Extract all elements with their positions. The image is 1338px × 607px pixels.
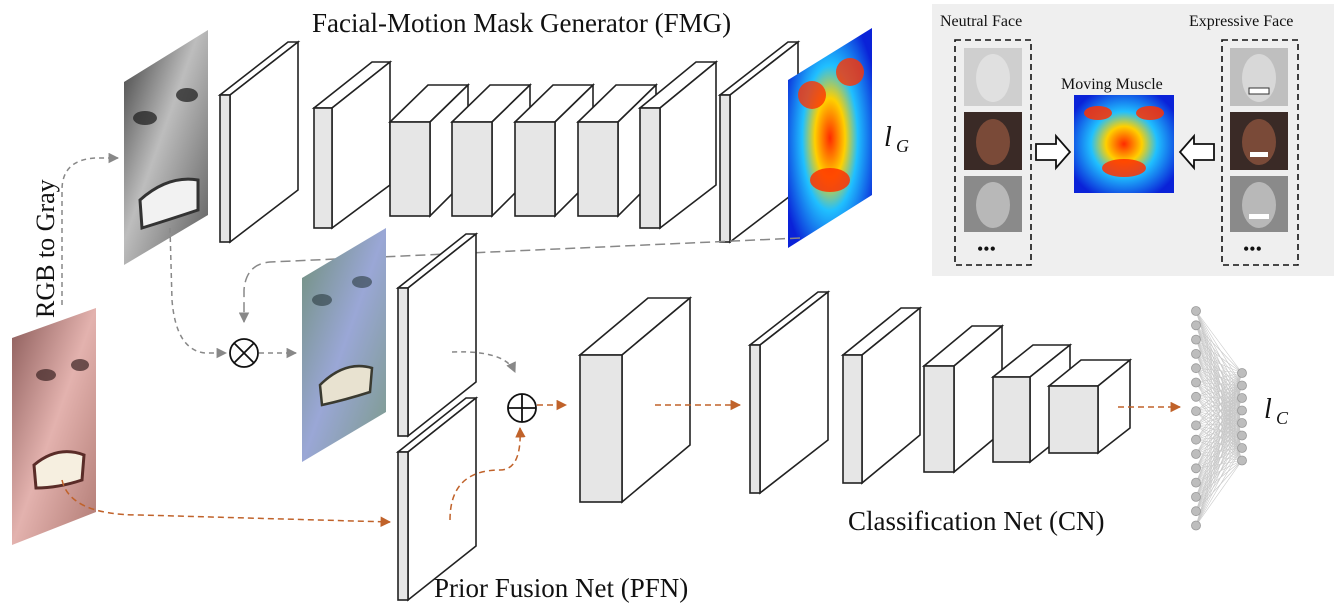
svg-text:l: l bbox=[1264, 394, 1272, 425]
arrow-pfn-lower-to-add bbox=[449, 426, 526, 521]
fc-node bbox=[1191, 377, 1201, 388]
inset-panel: Neutral Face Expressive Face Moving Musc… bbox=[932, 4, 1334, 276]
expressive-ellipsis: ••• bbox=[1243, 239, 1262, 259]
fully-connected-layer bbox=[1191, 306, 1247, 531]
fmg-heatmap-output bbox=[788, 28, 872, 248]
fc-edges bbox=[1195, 310, 1243, 526]
fc-node bbox=[1191, 306, 1201, 316]
fc-node bbox=[1191, 363, 1201, 374]
arrow-rgb-to-pfn bbox=[61, 479, 392, 527]
fc-node bbox=[1237, 380, 1247, 391]
fc-node bbox=[1191, 477, 1201, 488]
cn-layer-4 bbox=[921, 324, 1005, 474]
fc-node bbox=[1237, 405, 1247, 416]
fc-node bbox=[1237, 393, 1247, 403]
add-operator bbox=[507, 393, 537, 423]
svg-text:C: C bbox=[1276, 408, 1289, 428]
cn-layers bbox=[577, 290, 1133, 504]
fc-node bbox=[1237, 443, 1247, 453]
masked-face bbox=[302, 228, 386, 462]
expressive-face-label: Expressive Face bbox=[1189, 13, 1293, 30]
fmg-layer-7 bbox=[637, 60, 719, 230]
fc-node bbox=[1191, 434, 1201, 445]
multiply-operator bbox=[229, 338, 259, 368]
cn-layer-3 bbox=[840, 306, 923, 485]
arrow-rgb-to-gray bbox=[61, 152, 120, 305]
expressive-face-1 bbox=[1230, 48, 1288, 106]
cn-layer-6 bbox=[1046, 358, 1133, 455]
fc-node bbox=[1191, 320, 1201, 331]
svg-text:l: l bbox=[884, 122, 892, 153]
moving-muscle-heatmap bbox=[1074, 95, 1174, 193]
arrow-gray-to-multiply bbox=[169, 227, 228, 359]
fc-node bbox=[1191, 391, 1201, 402]
fc-node bbox=[1191, 420, 1201, 431]
fmg-layer-8 bbox=[717, 40, 801, 244]
loss-lc: l C bbox=[1264, 394, 1289, 428]
rgb-to-gray-label: RGB to Gray bbox=[31, 179, 60, 318]
input-rgb-face bbox=[12, 308, 96, 545]
fc-node bbox=[1191, 348, 1201, 359]
fc-node bbox=[1191, 334, 1201, 345]
neutral-face-1 bbox=[964, 48, 1022, 106]
fc-node bbox=[1191, 520, 1201, 531]
fc-node bbox=[1191, 449, 1201, 459]
fmg-layer-4 bbox=[450, 83, 532, 218]
expressive-face-2 bbox=[1230, 112, 1288, 170]
fc-node bbox=[1191, 463, 1201, 474]
fc-node bbox=[1191, 506, 1201, 517]
arrow-pfn-upper-to-add bbox=[451, 351, 516, 373]
neutral-ellipsis: ••• bbox=[977, 239, 996, 259]
neutral-face-3 bbox=[964, 176, 1022, 232]
fmg-layer-2 bbox=[311, 60, 393, 230]
fc-node bbox=[1237, 430, 1247, 441]
fmg-title: Facial-Motion Mask Generator (FMG) bbox=[312, 8, 731, 38]
expressive-face-3 bbox=[1230, 176, 1288, 232]
arrow-expressive-to-muscle bbox=[1178, 133, 1215, 171]
svg-text:G: G bbox=[896, 136, 909, 156]
pfn-layer-lower bbox=[395, 396, 479, 602]
cn-title: Classification Net (CN) bbox=[848, 506, 1104, 536]
fc-node bbox=[1191, 491, 1201, 502]
fc-node bbox=[1237, 368, 1247, 378]
fc-node bbox=[1237, 455, 1247, 466]
fc-node bbox=[1191, 406, 1201, 417]
fmg-layer-1 bbox=[217, 40, 301, 244]
arrow-neutral-to-muscle bbox=[1035, 133, 1072, 171]
pfn-layer-upper bbox=[395, 232, 479, 438]
fmg-layers bbox=[217, 40, 801, 244]
neutral-face-2 bbox=[964, 112, 1022, 170]
pfn-layers bbox=[395, 232, 479, 602]
loss-lg: l G bbox=[884, 122, 909, 156]
input-gray-face bbox=[124, 30, 208, 265]
fc-node bbox=[1237, 418, 1247, 428]
pfn-title: Prior Fusion Net (PFN) bbox=[434, 573, 688, 603]
neutral-face-label: Neutral Face bbox=[940, 13, 1022, 30]
cn-layer-2 bbox=[747, 290, 831, 495]
cn-layer-1 bbox=[577, 296, 693, 504]
arrow-heatmap-to-multiply bbox=[238, 237, 801, 324]
moving-muscle-label: Moving Muscle bbox=[1061, 76, 1163, 93]
